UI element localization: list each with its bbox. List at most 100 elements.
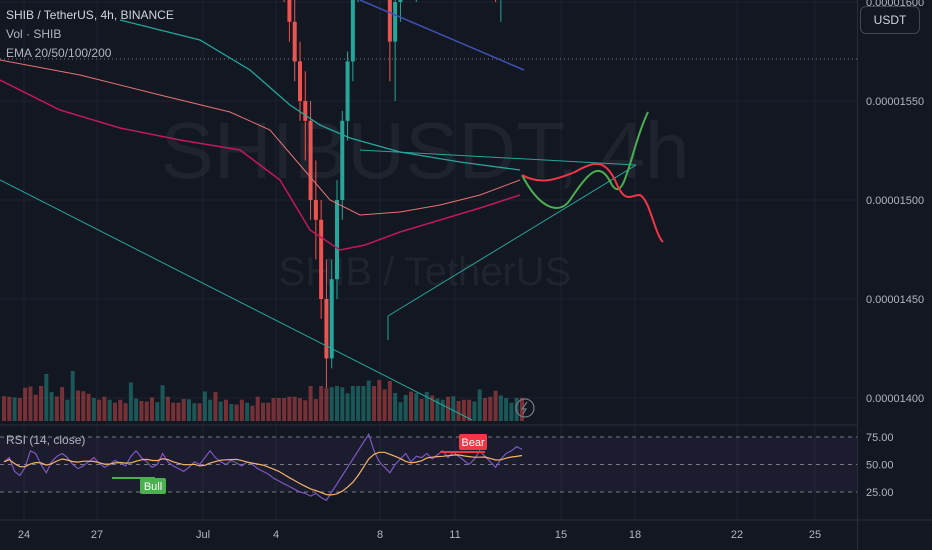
volume-bar — [155, 402, 160, 421]
candle-body — [393, 2, 398, 42]
price-tick-label: 0.00001550 — [866, 96, 924, 108]
volume-bar — [44, 374, 49, 421]
volume-bar — [113, 402, 117, 421]
candle-body — [350, 0, 355, 62]
volume-bar — [287, 396, 292, 421]
currency-button[interactable]: USDT — [860, 6, 920, 34]
volume-bar — [393, 393, 398, 421]
volume-bar — [292, 396, 297, 421]
price-tick-label: 0.00001500 — [866, 195, 924, 207]
volume-bar — [54, 396, 59, 421]
volume-bar — [97, 399, 102, 421]
volume-bar — [340, 387, 345, 421]
candle-body — [319, 219, 324, 299]
volume-bar — [76, 390, 80, 421]
volume-bars — [2, 371, 524, 421]
candle-body — [313, 200, 318, 220]
price-tick-label: 0.00001400 — [866, 393, 924, 405]
volume-bar — [303, 400, 308, 421]
volume-bar — [17, 398, 22, 421]
volume-bar — [456, 401, 461, 421]
triangle-upper-line — [359, 149, 637, 166]
time-tick-label: 24 — [18, 529, 30, 541]
volume-bar — [319, 386, 324, 421]
volume-bar — [33, 394, 38, 421]
volume-bar — [509, 402, 514, 421]
volume-bar — [488, 396, 493, 421]
rsi-indicator-label[interactable]: RSI (14, close) — [6, 433, 86, 447]
volume-bar — [2, 396, 6, 421]
volume-bar — [86, 393, 91, 421]
volume-indicator-label[interactable]: Vol · SHIB — [6, 27, 62, 41]
time-axis: 24 27 Jul 4 8 11 15 18 22 25 — [18, 529, 821, 541]
descending-trendline — [0, 179, 473, 421]
candles — [283, 0, 502, 389]
volume-bar — [414, 393, 419, 421]
bear-label-bg — [459, 434, 487, 450]
volume-bar — [440, 399, 445, 421]
price-tick-label: 0.00001450 — [866, 294, 924, 306]
volume-bar — [218, 401, 223, 421]
volume-bar — [461, 399, 466, 421]
volume-bar — [49, 392, 54, 421]
volume-bar — [118, 399, 123, 421]
volume-bar — [176, 402, 181, 421]
volume-bar — [335, 386, 339, 421]
rsi-pane: 75.00 50.00 25.00 Bull Bear — [0, 432, 894, 502]
volume-bar — [28, 386, 33, 421]
price-axis: 0.000018500.000018000.000017500.00001700… — [866, 0, 924, 405]
volume-bar — [451, 396, 456, 421]
volume-bar — [102, 396, 107, 421]
volume-bar — [134, 398, 139, 421]
volume-bar — [224, 399, 228, 421]
volume-bar — [23, 387, 28, 421]
candle-body — [287, 0, 292, 22]
time-tick-label: 15 — [555, 529, 567, 541]
rsi-signal-line — [3, 451, 523, 496]
ema-20-line — [0, 79, 521, 251]
volume-bar — [435, 398, 440, 421]
bear-projection-path — [521, 162, 664, 243]
volume-bar — [165, 396, 170, 421]
volume-bar — [498, 395, 503, 421]
time-tick-label: 4 — [273, 529, 279, 541]
volume-bar — [208, 399, 213, 421]
volume-bar — [403, 395, 408, 421]
watermark-name: SHIB / TetherUS — [279, 250, 572, 294]
candle-body — [329, 279, 334, 359]
volume-bar — [430, 395, 435, 421]
volume-bar — [372, 386, 376, 421]
time-tick-label: Jul — [196, 529, 210, 541]
volume-bar — [107, 399, 112, 421]
time-tick-label: 25 — [809, 529, 821, 541]
volume-bar — [65, 399, 70, 421]
volume-bar — [150, 397, 154, 421]
time-tick-label: 22 — [731, 529, 743, 541]
volume-bar — [350, 386, 355, 421]
volume-bar — [409, 391, 413, 421]
bull-label-bg — [140, 478, 166, 494]
candle-body — [345, 61, 350, 121]
volume-bar — [472, 401, 477, 421]
lightning-icon[interactable] — [515, 398, 535, 418]
ema-50-line — [0, 59, 521, 216]
volume-bar — [266, 402, 271, 421]
lightning-bolt — [520, 401, 528, 415]
volume-bar — [160, 385, 165, 421]
volume-bar — [446, 396, 450, 421]
volume-bar — [345, 393, 350, 421]
volume-bar — [139, 401, 144, 421]
volume-bar — [276, 398, 281, 421]
volume-bar — [245, 402, 250, 421]
volume-bar — [504, 398, 509, 421]
volume-bar — [282, 398, 287, 421]
volume-bar — [171, 402, 176, 421]
ema-indicator-label[interactable]: EMA 20/50/100/200 — [6, 46, 112, 60]
volume-bar — [324, 388, 329, 421]
volume-bar — [202, 391, 207, 421]
volume-bar — [366, 380, 371, 421]
grid-lines — [0, 0, 857, 520]
volume-bar — [70, 371, 75, 421]
volume-bar — [39, 386, 43, 421]
